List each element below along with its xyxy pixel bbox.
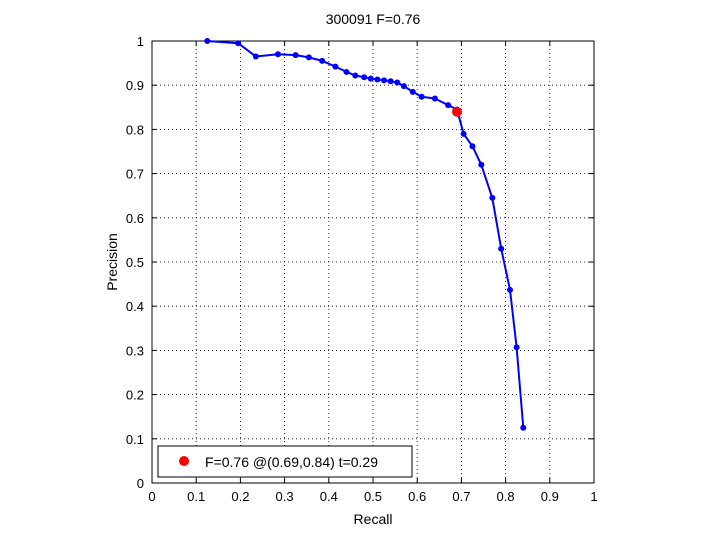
data-point <box>478 161 485 168</box>
chart-title: 300091 F=0.76 <box>326 11 421 27</box>
data-point <box>319 57 326 64</box>
ticks: 0 0.1 0.2 0.3 0.4 0.5 0.6 0.7 0.8 0.9 1 0 0.1 0.2 0.3 0… <box>126 34 598 504</box>
data-point <box>343 68 350 75</box>
data-point <box>431 95 438 102</box>
x-tick-label: 0 <box>148 489 155 504</box>
data-point <box>513 344 520 351</box>
y-tick-label: 0.7 <box>126 167 144 182</box>
data-point <box>381 77 388 84</box>
x-tick-label: 0.7 <box>452 489 470 504</box>
data-point <box>374 76 381 83</box>
y-tick-label: 0.4 <box>126 299 144 314</box>
data-point <box>520 424 527 431</box>
best-f-marker <box>451 106 462 117</box>
data-point <box>367 75 374 82</box>
data-point <box>489 194 496 201</box>
data-point <box>394 79 401 86</box>
x-tick-label: 0.2 <box>231 489 249 504</box>
data-point <box>387 78 394 85</box>
y-tick-label: 0 <box>137 476 144 491</box>
x-axis-label: Recall <box>354 511 393 527</box>
data-point <box>352 72 359 79</box>
y-tick-label: 0.3 <box>126 343 144 358</box>
data-point <box>469 143 476 150</box>
data-point <box>332 63 339 70</box>
x-tick-label: 0.3 <box>276 489 294 504</box>
x-tick-label: 0.9 <box>541 489 559 504</box>
data-point <box>235 40 242 47</box>
legend-marker <box>179 456 189 466</box>
data-point <box>418 93 425 100</box>
data-point <box>252 53 259 60</box>
data-point <box>305 54 312 61</box>
y-tick-label: 0.6 <box>126 211 144 226</box>
data-point <box>445 102 452 109</box>
y-tick-label: 0.8 <box>126 122 144 137</box>
y-tick-label: 0.9 <box>126 78 144 93</box>
legend: F=0.76 @(0.69,0.84) t=0.29 <box>157 445 413 478</box>
x-tick-label: 0.6 <box>408 489 426 504</box>
best-f-point <box>451 106 462 117</box>
data-point <box>498 245 505 252</box>
x-tick-label: 0.5 <box>364 489 382 504</box>
data-point <box>460 130 467 137</box>
x-tick-label: 0.4 <box>320 489 338 504</box>
data-point <box>204 38 211 44</box>
series-blue <box>204 38 527 431</box>
y-tick-label: 1 <box>137 34 144 49</box>
x-tick-label: 0.1 <box>187 489 205 504</box>
y-axis-label: Precision <box>104 233 120 291</box>
data-point <box>507 286 514 293</box>
x-tick-label: 1 <box>590 489 597 504</box>
legend-label: F=0.76 @(0.69,0.84) t=0.29 <box>205 454 378 470</box>
x-tick-label: 0.8 <box>497 489 515 504</box>
y-tick-label: 0.1 <box>126 432 144 447</box>
legend-box <box>157 445 413 478</box>
data-point <box>361 74 368 81</box>
data-point <box>400 83 407 90</box>
data-point <box>274 51 281 58</box>
y-tick-label: 0.5 <box>126 255 144 270</box>
y-tick-label: 0.2 <box>126 388 144 403</box>
data-point <box>292 52 299 59</box>
data-point <box>409 88 416 95</box>
